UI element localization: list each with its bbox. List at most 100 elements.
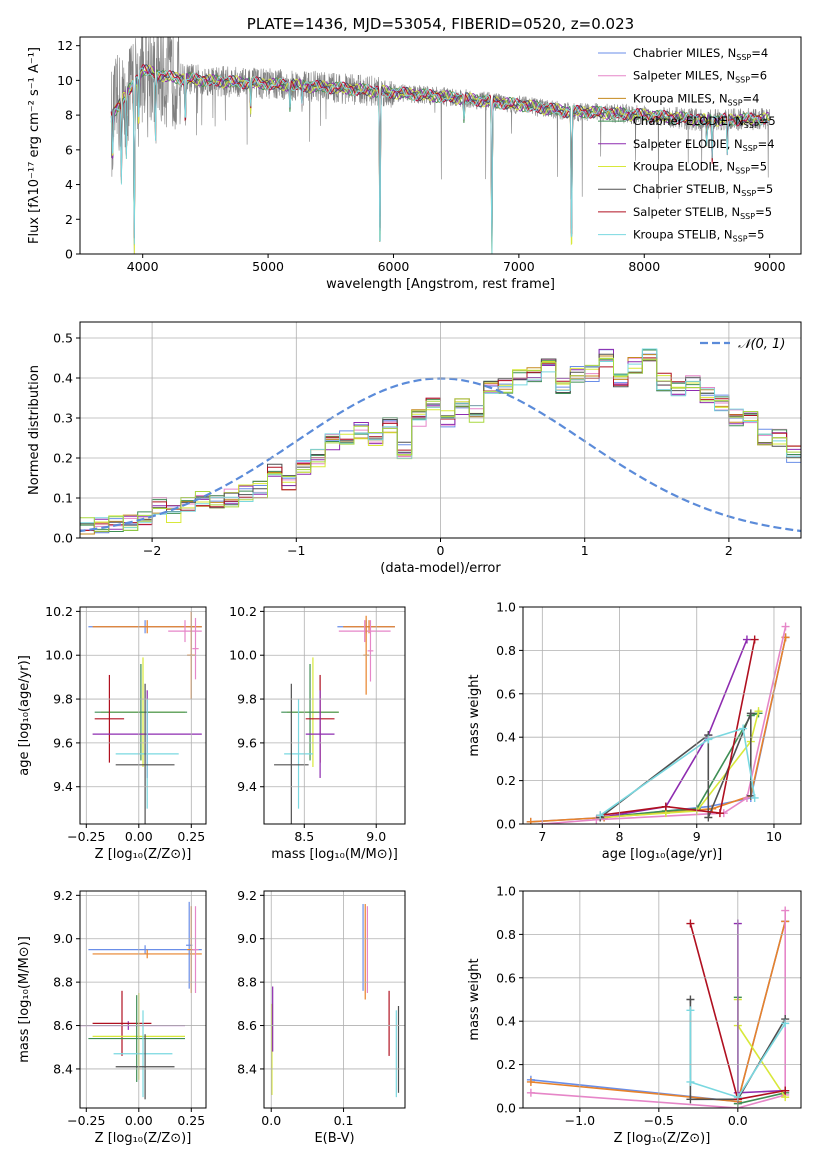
data-point-marker (686, 919, 695, 928)
histogram-step-line (80, 353, 801, 533)
y-tick-label: 9.8 (237, 692, 257, 707)
x-tick-label: 6000 (378, 259, 410, 274)
histogram-step-line (80, 354, 801, 535)
data-point-marker (526, 1077, 535, 1086)
x-tick-label: 0.0 (261, 1113, 281, 1128)
legend-entry: Salpeter ELODIE, NSSP=4 (633, 137, 775, 153)
x-tick-label: 0.00 (125, 1113, 153, 1128)
y-tick-label: 0.0 (496, 817, 516, 832)
legend-subscript: SSP (728, 98, 743, 107)
data-point-marker (686, 1077, 695, 1086)
y-axis-label: Normed distribution (27, 365, 42, 495)
axes-frame (522, 606, 802, 825)
plot-area (526, 622, 790, 824)
data-point-marker (596, 811, 605, 820)
axes: −0.25 0.00 0.25 9.4 9.6 9.8 10.0 10.2 Z [log₁₀(Z… (17, 604, 207, 862)
data-point-marker (686, 995, 695, 1004)
mass-weight-series-line (689, 1010, 786, 1099)
mass-weight-series-line (542, 626, 787, 824)
x-tick-label: 10 (766, 829, 782, 844)
plot-area (88, 611, 202, 824)
x-tick-label: 9 (693, 829, 701, 844)
y-tick-label: 8.6 (237, 1018, 257, 1033)
y-tick-label: 0.4 (496, 1014, 516, 1029)
data-point-marker (781, 1086, 790, 1095)
data-point-marker (526, 817, 535, 824)
legend-text: Chabrier STELIB, N (633, 182, 741, 196)
axes-frame (263, 890, 406, 1109)
x-tick-label: 0.25 (177, 1113, 205, 1128)
axes: 7 8 9 10 0.0 0.2 0.4 0.6 0.8 1.0 age [log₁₀(age/yr… (467, 600, 802, 862)
x-axis-label: wavelength [Angstrom, rest frame] (326, 277, 555, 292)
y-tick-label: 8.4 (53, 1061, 73, 1076)
data-point-marker (661, 802, 670, 811)
mass-weight-series-line (530, 921, 786, 1103)
legend-subscript: SSP (735, 76, 750, 85)
data-point-marker (781, 1019, 790, 1028)
legend-entry: Salpeter STELIB, NSSP=5 (633, 205, 772, 221)
y-tick-label: 0.6 (496, 970, 516, 985)
legend-count: =4 (743, 91, 760, 105)
x-tick-label: 8 (616, 829, 624, 844)
mass-weight-series-line (530, 921, 786, 1103)
y-tick-label: 0.2 (53, 451, 73, 466)
y-axis-label: Flux [fλ10⁻¹⁷ erg cm⁻² s⁻¹ A⁻¹] (27, 47, 42, 244)
model-spectrum-line (110, 64, 770, 240)
mass-weight-series-line (599, 727, 756, 816)
legend-entry: Chabrier ELODIE, NSSP=5 (633, 114, 776, 130)
legend-subscript: SSP (743, 144, 758, 153)
y-tick-label: 10.2 (45, 604, 73, 619)
legend-text: Kroupa STELIB, N (633, 228, 733, 242)
legend-entry: Kroupa STELIB, NSSP=5 (633, 228, 764, 244)
x-tick-label: 0.25 (177, 829, 205, 844)
y-tick-label: 1.0 (496, 600, 516, 615)
data-point-marker (686, 1006, 695, 1015)
legend-text: Kroupa ELODIE, N (633, 160, 735, 174)
plot-area (110, 37, 770, 254)
model-spectrum-line (110, 64, 770, 247)
axes-frame (522, 890, 802, 1109)
x-tick-label: −0.25 (67, 829, 105, 844)
y-tick-label: 9.2 (53, 888, 73, 903)
x-tick-label: −1.0 (565, 1113, 595, 1128)
mass-weight-series-line (600, 639, 756, 817)
x-tick-label: 7000 (503, 259, 535, 274)
x-tick-label: 1 (581, 543, 589, 558)
data-point-marker (750, 635, 759, 644)
y-tick-label: 0.6 (496, 686, 516, 701)
axes: −0.25 0.00 0.25 8.4 8.6 8.8 9.0 9.2 Z [log₁₀(Z/Z… (17, 888, 207, 1146)
x-tick-label: 7 (538, 829, 546, 844)
x-tick-label: 8.5 (294, 829, 314, 844)
y-axis-label: mass [log₁₀(M/M⊙)] (17, 936, 32, 1063)
legend-entry: Kroupa MILES, NSSP=4 (633, 91, 759, 107)
plot-area (274, 615, 395, 824)
y-tick-label: 10.2 (229, 604, 257, 619)
y-tick-label: 10 (57, 73, 73, 88)
x-tick-label: −2 (143, 543, 161, 558)
y-tick-label: 0.0 (53, 531, 73, 546)
legend-text: Salpeter ELODIE, N (633, 137, 743, 151)
x-tick-label: 0.0 (728, 1113, 748, 1128)
legend-entry: Salpeter MILES, NSSP=6 (633, 69, 767, 85)
y-tick-label: 0.1 (53, 491, 73, 506)
axes: 8.5 9.0 9.4 9.6 9.8 10.0 10.2 mass [log₁₀(M/M⊙)… (229, 604, 406, 862)
data-point-marker (526, 1088, 535, 1097)
legend-subscript: SSP (744, 121, 759, 130)
x-axis-label: Z [log₁₀(Z/Z⊙)] (95, 1131, 192, 1146)
y-tick-label: 9.4 (237, 779, 257, 794)
x-tick-label: 9.0 (366, 829, 386, 844)
y-tick-label: 9.8 (53, 692, 73, 707)
legend-text: Salpeter STELIB, N (633, 205, 740, 219)
x-axis-label: (data-model)/error (380, 561, 501, 576)
legend-count: =5 (750, 160, 767, 174)
y-tick-label: 8 (65, 108, 73, 123)
legend-subscript: SSP (733, 235, 748, 244)
y-tick-label: 0.2 (496, 1057, 516, 1072)
legend-text: Kroupa MILES, N (633, 91, 728, 105)
data-point-marker (750, 793, 759, 802)
plot-area (80, 348, 801, 535)
x-tick-label: 0 (437, 543, 445, 558)
y-tick-label: 9.6 (237, 735, 257, 750)
x-axis-label: age [log₁₀(age/yr)] (602, 847, 723, 862)
legend-count: =5 (759, 114, 776, 128)
